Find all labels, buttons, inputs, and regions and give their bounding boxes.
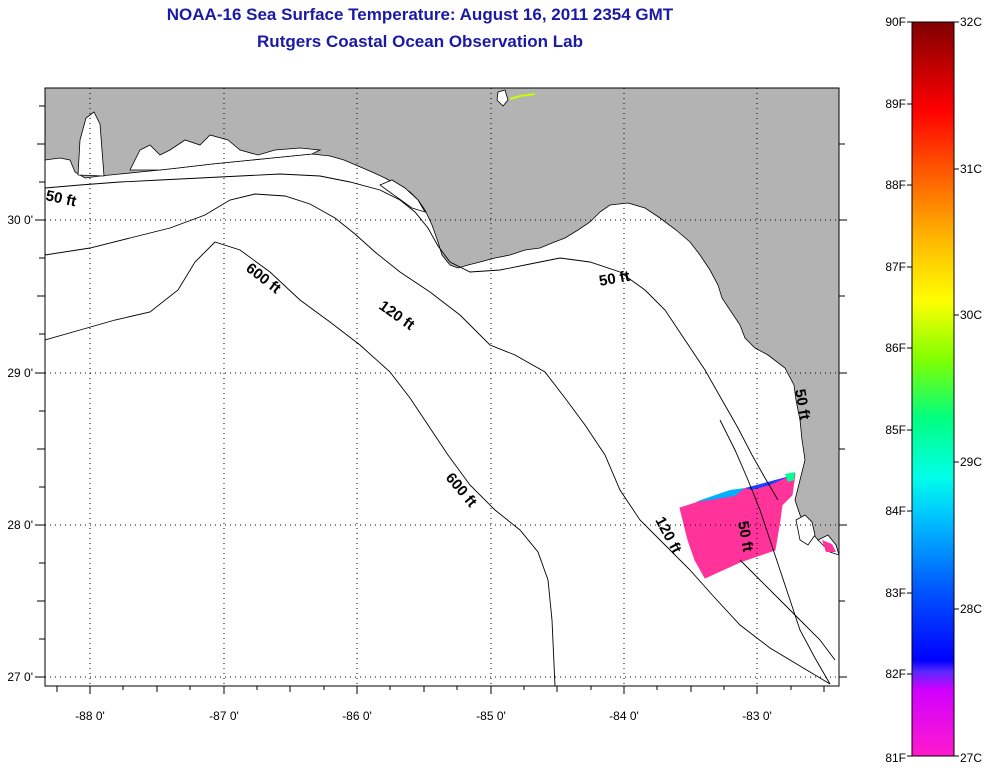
- map-frame: [44, 87, 840, 687]
- sst-data-edge: [695, 488, 745, 502]
- colorbar-f-label: 81F: [885, 751, 906, 765]
- colorbar-c-label: 29C: [960, 455, 982, 469]
- bay-water: [795, 514, 816, 546]
- colorbar-c-label: 31C: [960, 162, 982, 176]
- bay-water: [379, 179, 426, 213]
- contour-lines: [45, 173, 836, 686]
- colorbar-f-label: 89F: [885, 97, 906, 111]
- sst-data-small: [822, 540, 836, 552]
- lon-label: -83 0': [742, 709, 772, 723]
- colorbar-f-label: 83F: [885, 586, 906, 600]
- colorbar-f-label: 88F: [885, 178, 906, 192]
- colorbar-ticks: [907, 21, 959, 757]
- lat-label: 28 0': [7, 518, 33, 532]
- colorbar-f-label: 84F: [885, 504, 906, 518]
- colorbar: [911, 21, 955, 757]
- lat-label: 30 0': [7, 213, 33, 227]
- lon-label: -86 0': [342, 709, 372, 723]
- colorbar-f-label: 90F: [885, 15, 906, 29]
- bay-water: [129, 134, 322, 171]
- colorbar-f-label: 82F: [885, 667, 906, 681]
- sst-data-edge: [785, 472, 795, 482]
- lat-label: 27 0': [7, 670, 33, 684]
- lon-label: -87 0': [209, 709, 239, 723]
- lat-label: 29 0': [7, 366, 33, 380]
- colorbar-c-label: 32C: [960, 15, 982, 29]
- colorbar-f-label: 87F: [885, 260, 906, 274]
- map-subtitle: Rutgers Coastal Ocean Observation Lab: [257, 32, 583, 51]
- contour-label: 50 ft: [791, 388, 813, 421]
- contour-label: 50 ft: [44, 187, 78, 210]
- colorbar-c-label: 30C: [960, 308, 982, 322]
- colorbar-f-label: 85F: [885, 423, 906, 437]
- lon-label: -84 0': [609, 709, 639, 723]
- axis-ticks: [35, 105, 847, 694]
- bay-water: [77, 111, 105, 177]
- colorbar-c-label: 28C: [960, 602, 982, 616]
- inland-feature: [496, 89, 509, 107]
- colorbar-c-label: 27C: [960, 751, 982, 765]
- lon-label: -85 0': [476, 709, 506, 723]
- contour-label: 50 ft: [598, 268, 631, 290]
- inland-feature: [509, 93, 536, 100]
- map-title: NOAA-16 Sea Surface Temperature: August …: [166, 5, 674, 24]
- colorbar-f-label: 86F: [885, 341, 906, 355]
- lon-label: -88 0': [75, 709, 105, 723]
- contour-label: 50 ft: [734, 520, 756, 553]
